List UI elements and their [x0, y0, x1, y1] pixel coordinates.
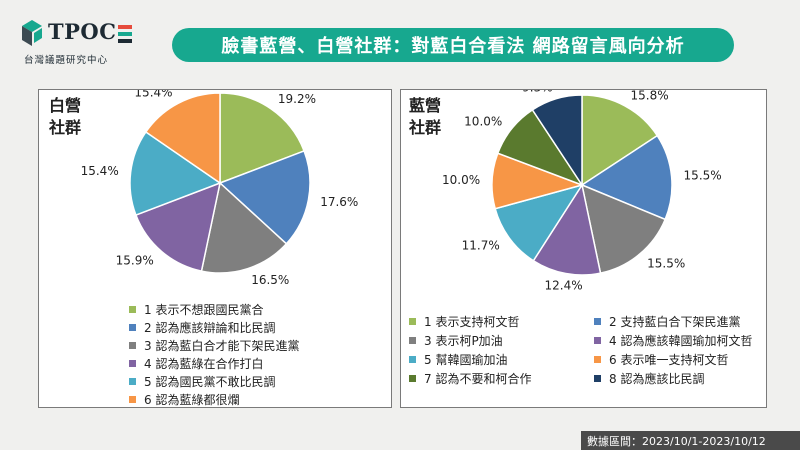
- legend-swatch: [409, 374, 416, 382]
- data-label: 15.4%: [134, 90, 172, 100]
- legend-label: 8 認為應該比民調: [609, 371, 705, 386]
- legend-label: 2 支持藍白合下架民進黨: [609, 314, 741, 329]
- legend-label: 3 表示柯P加油: [424, 333, 503, 348]
- legend-swatch: [129, 359, 136, 367]
- chart-panel-blue-camp: 藍營社群 15.8% 15.5% 15.5% 12.4% 11.7% 10.0% 10.0%…: [400, 89, 767, 408]
- legend-label: 5 幫韓國瑜加油: [424, 352, 508, 367]
- data-label: 15.5%: [647, 256, 685, 270]
- pie-slice: [134, 181, 222, 272]
- legend-swatch: [594, 355, 601, 363]
- legend-item: 2 認為應該辯論和比民調: [129, 318, 299, 336]
- legend-swatch: [594, 336, 601, 344]
- data-label: 15.9%: [116, 254, 154, 268]
- data-label: 11.7%: [462, 238, 500, 252]
- logo-mark-icon: [22, 20, 42, 46]
- legend-label: 4 認為藍綠在合作打白: [144, 356, 264, 371]
- legend-item: 5 幫韓國瑜加油: [409, 350, 594, 368]
- pie-slice: [219, 92, 306, 185]
- legend-item: 1 表示不想跟國民黨合: [129, 300, 299, 318]
- legend-swatch: [129, 395, 136, 403]
- legend-item: 2 支持藍白合下架民進黨: [594, 312, 764, 330]
- legend-swatch: [594, 317, 601, 325]
- legend-swatch: [409, 317, 416, 325]
- legend-swatch: [129, 323, 136, 331]
- chart-title-line: 白營: [49, 96, 82, 115]
- logo-bars-icon: [118, 25, 132, 43]
- legend-swatch: [129, 305, 136, 313]
- legend-label: 6 認為藍綠都很爛: [144, 392, 240, 407]
- data-label: 15.8%: [630, 90, 668, 102]
- chart-title-line: 社群: [409, 118, 442, 137]
- data-label: 10.0%: [464, 114, 502, 128]
- logo-subtitle: 台灣議題研究中心: [24, 55, 109, 66]
- data-label: 17.6%: [320, 195, 358, 209]
- pie-slice: [581, 94, 659, 187]
- data-label: 12.4%: [544, 278, 582, 292]
- pie-slice: [200, 181, 288, 274]
- pie-slice: [494, 183, 584, 262]
- chart-title: 白營 社群: [49, 95, 99, 139]
- data-label: 9.3%: [522, 90, 553, 94]
- legend-swatch: [409, 355, 416, 363]
- legend-swatch: [594, 374, 601, 382]
- legend-label: 1 表示不想跟國民黨合: [144, 302, 264, 317]
- pie-slice: [532, 183, 602, 276]
- chart-title-line: 藍營: [409, 96, 442, 115]
- legend-item: 5 認為國民黨不敢比民調: [129, 372, 299, 390]
- chart-panel-white-camp: 白營社群 19.2% 17.6% 16.5% 15.9% 15.4% 15.4% 1 表示…: [38, 89, 392, 408]
- chart-title: 藍營 社群: [409, 95, 459, 139]
- legend-item: 1 表示支持柯文哲: [409, 312, 594, 330]
- legend-label: 3 認為藍白合才能下架民進黨: [144, 338, 300, 353]
- logo-brand: TPOC: [48, 19, 117, 44]
- legend-item: 3 表示柯P加油: [409, 331, 594, 349]
- legend-item: 8 認為應該比民調: [594, 369, 764, 387]
- legend-item: 4 認為藍綠在合作打白: [129, 354, 299, 372]
- data-label: 15.5%: [684, 168, 722, 182]
- logo: TPOC 台灣議題研究中心: [22, 18, 132, 68]
- legend: 1 表示不想跟國民黨合 2 認為應該辯論和比民調 3 認為藍白合才能下架民進黨 4 認…: [129, 300, 299, 408]
- legend-swatch: [409, 336, 416, 344]
- legend: 1 表示支持柯文哲 2 支持藍白合下架民進黨 3 表示柯P加油 4 認為應該韓國瑜加柯…: [409, 312, 764, 387]
- pie-slice: [218, 149, 311, 245]
- legend-label: 1 表示支持柯文哲: [424, 314, 520, 329]
- pie-slice: [129, 130, 222, 217]
- data-label: 15.4%: [81, 164, 119, 178]
- pie-slice: [144, 92, 221, 185]
- legend-item: 4 認為應該韓國瑜加柯文哲: [594, 331, 764, 349]
- legend-item: 6 認為藍綠都很爛: [129, 390, 299, 408]
- legend-swatch: [129, 377, 136, 385]
- page-title: 臉書藍營、白營社群：對藍白合看法 網路留言風向分析: [172, 28, 734, 62]
- chart-title-line: 社群: [49, 118, 82, 137]
- pie-chart-white-camp: 19.2% 17.6% 16.5% 15.9% 15.4% 15.4%: [81, 90, 359, 287]
- legend-label: 5 認為國民黨不敢比民調: [144, 374, 276, 389]
- legend-item: 7 認為不要和柯合作: [409, 369, 594, 387]
- data-label: 10.0%: [442, 173, 480, 187]
- pie-chart-blue-camp: 15.8% 15.5% 15.5% 12.4% 11.7% 10.0% 10.0% 9.3%: [442, 90, 722, 292]
- date-range-footer: 數據區間：2023/10/1-2023/10/12: [581, 431, 800, 450]
- legend-swatch: [129, 341, 136, 349]
- pie-slice: [531, 94, 583, 188]
- pie-slice: [580, 134, 673, 221]
- legend-item: 6 表示唯一支持柯文哲: [594, 350, 764, 368]
- data-label: 16.5%: [251, 273, 289, 287]
- legend-label: 4 認為應該韓國瑜加柯文哲: [609, 333, 753, 348]
- legend-label: 6 表示唯一支持柯文哲: [609, 352, 729, 367]
- data-label: 19.2%: [278, 92, 316, 106]
- legend-item: 3 認為藍白合才能下架民進黨: [129, 336, 299, 354]
- legend-label: 2 認為應該辯論和比民調: [144, 320, 276, 335]
- legend-label: 7 認為不要和柯合作: [424, 371, 532, 386]
- pie-slice: [580, 183, 667, 274]
